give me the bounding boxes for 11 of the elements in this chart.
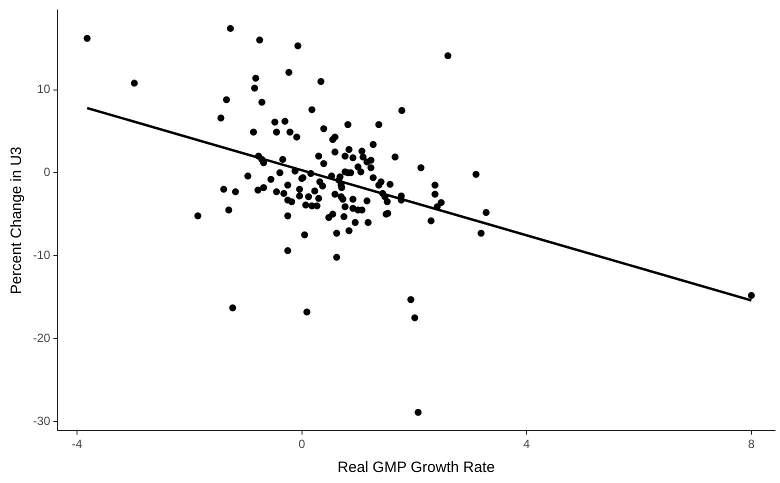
y-tick-label: -10 [33,248,51,262]
y-tick-label: -20 [33,330,51,345]
x-tick-label: 4 [523,437,530,452]
x-tick-label: 8 [748,437,756,452]
x-axis-title: Real GMP Growth Rate [338,459,495,476]
x-tick-label: -4 [72,437,83,452]
x-tick-label: 0 [298,437,306,452]
y-axis-title: Percent Change in U3 [8,146,26,294]
y-tick-label: 10 [36,82,51,96]
y-tick-label: -30 [33,414,51,428]
y-tick-label: 0 [44,165,51,180]
